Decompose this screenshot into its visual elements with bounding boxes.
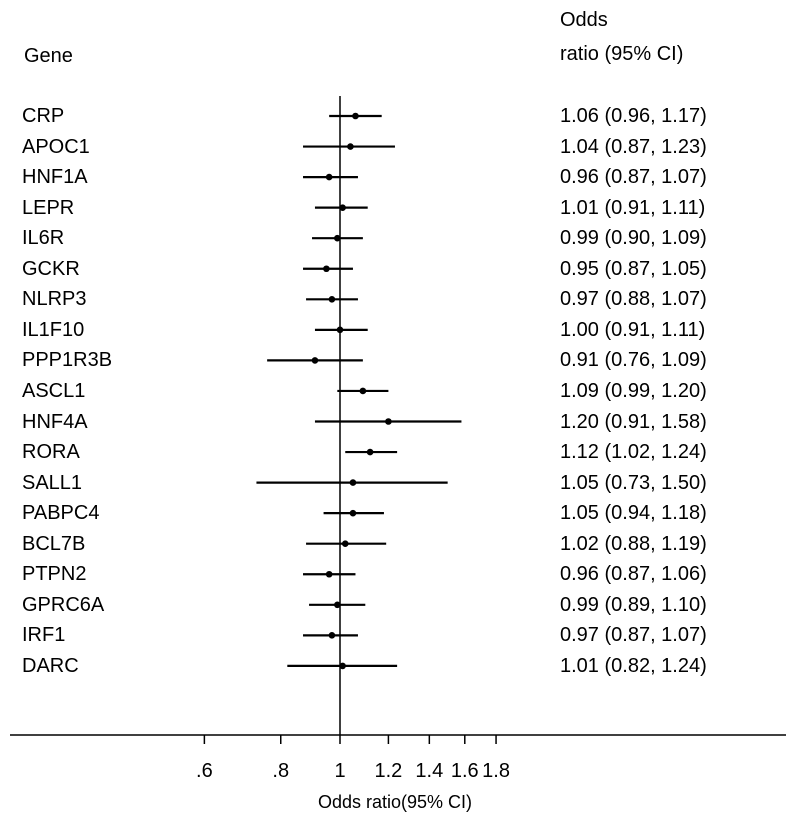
or-column-header-line2: ratio (95% CI)	[560, 43, 684, 65]
point-estimate-gprc6a	[334, 601, 341, 609]
point-estimate-apoc1	[347, 143, 354, 150]
odds-ratio-text: 0.97 (0.87, 1.07)	[560, 624, 707, 647]
odds-ratio-text: 1.20 (0.91, 1.58)	[560, 410, 707, 433]
point-estimate-lepr	[339, 204, 346, 211]
gene-label: NLRP3	[22, 288, 87, 311]
point-estimate-ptpn2	[325, 570, 333, 578]
odds-ratio-text: 1.04 (0.87, 1.23)	[560, 135, 707, 158]
gene-label: LEPR	[22, 196, 75, 219]
gene-label: ASCL1	[22, 379, 86, 402]
gene-column-header: Gene	[24, 45, 73, 67]
gene-label: HNF1A	[22, 166, 88, 189]
gene-label: CRP	[22, 105, 65, 127]
point-estimate-darc	[339, 662, 346, 670]
odds-ratio-text: 1.05 (0.94, 1.18)	[560, 502, 707, 525]
odds-ratio-text: 0.96 (0.87, 1.06)	[560, 563, 707, 586]
odds-ratio-text: 0.99 (0.90, 1.09)	[560, 227, 707, 250]
gene-label: GPRC6A	[22, 593, 105, 616]
gene-label: APOC1	[22, 135, 90, 158]
point-estimate-ppp1r3b	[311, 357, 319, 364]
gene-label: RORA	[22, 441, 80, 464]
x-tick-label: 1.8	[482, 760, 510, 782]
odds-ratio-text: 1.01 (0.82, 1.24)	[560, 654, 707, 677]
point-estimate-ascl1	[359, 387, 367, 395]
gene-label: PPP1R3B	[22, 349, 113, 372]
x-tick-label: 1	[334, 760, 346, 782]
odds-ratio-text: 1.02 (0.88, 1.19)	[560, 532, 707, 555]
odds-ratio-text: 0.96 (0.87, 1.07)	[560, 166, 707, 189]
gene-label: DARC	[22, 654, 79, 677]
odds-ratio-text: 0.91 (0.76, 1.09)	[560, 349, 707, 372]
gene-label: GCKR	[22, 257, 80, 280]
x-tick-label: .6	[196, 760, 213, 782]
odds-ratio-text: 1.05 (0.73, 1.50)	[560, 471, 707, 494]
x-tick-label: .8	[272, 760, 290, 782]
point-estimate-il6r	[334, 234, 341, 242]
gene-label: HNF4A	[22, 410, 88, 433]
point-estimate-il1f10	[336, 326, 344, 334]
gene-label: PTPN2	[22, 563, 87, 586]
point-estimate-bcl7b	[341, 540, 349, 547]
gene-label: BCL7B	[22, 532, 86, 555]
gene-label: IRF1	[22, 624, 66, 647]
odds-ratio-text: 1.00 (0.91, 1.11)	[560, 318, 706, 341]
point-estimate-nlrp3	[328, 296, 336, 303]
point-estimate-irf1	[328, 632, 336, 639]
gene-label: SALL1	[22, 471, 83, 494]
x-tick-label: 1.2	[374, 760, 403, 782]
odds-ratio-text: 1.09 (0.99, 1.20)	[560, 379, 707, 402]
x-tick-label: 1.6	[450, 760, 479, 782]
odds-ratio-text: 1.06 (0.96, 1.17)	[560, 105, 707, 127]
odds-ratio-text: 1.12 (1.02, 1.24)	[560, 441, 707, 464]
point-estimate-sall1	[349, 479, 357, 486]
x-tick-label: 1.4	[415, 760, 444, 782]
odds-ratio-text: 1.01 (0.91, 1.11)	[560, 196, 706, 219]
point-estimate-rora	[366, 448, 374, 456]
or-column-header-line1: Odds	[560, 9, 608, 31]
x-axis-label: Odds ratio(95% CI)	[317, 792, 473, 812]
point-estimate-pabpc4	[349, 509, 357, 517]
odds-ratio-text: 0.99 (0.89, 1.10)	[560, 593, 707, 616]
point-estimate-hnf1a	[325, 173, 333, 181]
point-estimate-gckr	[323, 265, 330, 273]
odds-ratio-text: 0.97 (0.88, 1.07)	[560, 288, 707, 311]
gene-label: IL6R	[22, 227, 65, 250]
gene-label: IL1F10	[22, 318, 85, 341]
gene-label: PABPC4	[22, 502, 100, 525]
odds-ratio-text: 0.95 (0.87, 1.05)	[560, 257, 707, 280]
point-estimate-crp	[352, 112, 359, 120]
point-estimate-hnf4a	[385, 418, 392, 425]
